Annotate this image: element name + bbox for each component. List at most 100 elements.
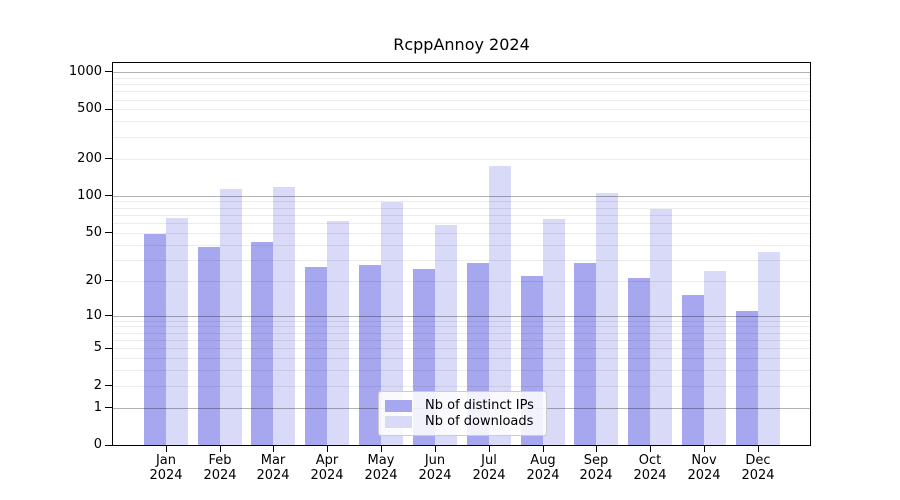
legend-swatch-distinct-ips [385,399,412,412]
bar-nb-of-downloads-nov-2024 [704,271,726,445]
bar-nb-of-downloads-aug-2024 [542,218,565,445]
gridline-minor-20 [113,280,810,282]
bar-nb-of-downloads-oct-2024 [650,209,673,445]
y-tick-label-200: 200 [77,151,102,166]
bar-nb-of-downloads-jul-2024 [488,165,511,445]
gridline-minor-60 [113,223,810,224]
gridline-minor-800 [113,84,810,85]
gridline-major-1000 [113,71,810,73]
x-tick-label-jun-2024: Jun 2024 [418,453,452,483]
gridline-minor-9 [113,320,810,322]
gridline-minor-90 [113,201,810,203]
y-tick-label-500: 500 [77,101,102,116]
y-tick-mark-500 [105,109,112,110]
y-tick-mark-2 [105,385,112,386]
x-tick-mark-aug-2024 [543,446,544,452]
y-tick-mark-100 [105,195,112,196]
gridline-major-10 [113,315,810,317]
x-tick-label-sep-2024: Sep 2024 [579,453,613,483]
y-tick-label-10: 10 [85,308,102,323]
x-tick-mark-jul-2024 [489,446,490,452]
x-tick-label-dec-2024: Dec 2024 [741,453,775,483]
x-tick-label-nov-2024: Nov 2024 [687,453,721,483]
legend-item-distinct-ips: Nb of distinct IPs [385,398,538,413]
bar-nb-of-distinct-ips-oct-2024 [628,278,651,445]
x-tick-mark-jan-2024 [166,446,167,452]
gridline-minor-30 [113,259,810,261]
gridline-minor-700 [113,91,810,93]
x-tick-mark-may-2024 [381,446,382,452]
y-tick-mark-50 [105,232,112,233]
y-tick-label-5: 5 [93,340,102,355]
bar-nb-of-downloads-mar-2024 [273,186,296,445]
y-tick-mark-0 [105,445,112,446]
x-tick-label-oct-2024: Oct 2024 [633,453,667,483]
y-tick-mark-10 [105,315,112,316]
y-tick-label-2: 2 [93,378,102,393]
x-tick-mark-oct-2024 [650,446,651,452]
gridline-minor-5 [113,348,810,350]
bar-nb-of-distinct-ips-mar-2024 [251,241,274,445]
legend-item-downloads: Nb of downloads [385,414,538,429]
plot-area [112,62,811,446]
y-tick-mark-20 [105,280,112,281]
bar-nb-of-downloads-jun-2024 [434,224,457,445]
y-tick-label-1: 1 [93,400,102,415]
gridline-minor-300 [113,136,810,138]
bar-nb-of-distinct-ips-feb-2024 [197,247,220,445]
gridline-minor-500 [113,109,810,111]
gridline-minor-8 [113,326,810,328]
bar-nb-of-distinct-ips-jan-2024 [143,233,166,445]
gridline-minor-2 [113,385,810,387]
y-tick-mark-1000 [105,71,112,72]
y-tick-label-100: 100 [77,188,102,203]
bar-nb-of-downloads-jan-2024 [165,217,188,445]
gridline-minor-3 [113,370,810,372]
gridline-minor-40 [113,244,810,246]
y-tick-label-20: 20 [85,273,102,288]
bar-nb-of-distinct-ips-apr-2024 [305,267,328,445]
gridline-minor-80 [113,207,810,209]
x-tick-label-feb-2024: Feb 2024 [203,453,237,483]
bar-nb-of-distinct-ips-nov-2024 [682,295,704,445]
gridline-major-100 [113,195,810,197]
gridline-minor-4 [113,358,810,360]
x-tick-mark-dec-2024 [758,446,759,452]
gridline-minor-70 [113,214,810,216]
x-tick-mark-jun-2024 [435,446,436,452]
gridline-minor-900 [113,77,810,79]
y-tick-label-1000: 1000 [68,64,102,79]
x-tick-mark-feb-2024 [220,446,221,452]
bar-nb-of-downloads-sep-2024 [596,193,619,445]
x-tick-mark-apr-2024 [327,446,328,452]
gridline-minor-6 [113,339,810,341]
gridline-minor-400 [113,121,810,123]
y-tick-label-50: 50 [85,225,102,240]
legend: Nb of distinct IPs Nb of downloads [378,391,547,436]
chart-title: RcppAnnoy 2024 [393,35,530,54]
x-tick-mark-sep-2024 [596,446,597,452]
bar-nb-of-distinct-ips-may-2024 [359,265,382,445]
x-tick-label-mar-2024: Mar 2024 [256,453,290,483]
gridline-minor-600 [113,99,810,101]
legend-label-distinct-ips: Nb of distinct IPs [425,398,534,413]
y-tick-mark-5 [105,348,112,349]
bar-nb-of-downloads-may-2024 [381,202,404,445]
bar-nb-of-downloads-apr-2024 [327,221,350,445]
bar-nb-of-distinct-ips-dec-2024 [735,310,758,445]
x-tick-label-apr-2024: Apr 2024 [310,453,344,483]
x-tick-label-jan-2024: Jan 2024 [149,453,183,483]
y-tick-label-0: 0 [93,437,102,452]
x-tick-label-jul-2024: Jul 2024 [472,453,506,483]
legend-swatch-downloads [385,415,412,428]
bar-nb-of-downloads-feb-2024 [219,188,242,445]
y-tick-mark-1 [105,407,112,408]
gridline-minor-200 [113,158,810,160]
bar-nb-of-downloads-dec-2024 [757,251,780,445]
x-tick-mark-mar-2024 [273,446,274,452]
x-tick-label-aug-2024: Aug 2024 [526,453,560,483]
x-tick-mark-nov-2024 [704,446,705,452]
legend-label-downloads: Nb of downloads [425,414,534,429]
gridline-minor-7 [113,332,810,334]
